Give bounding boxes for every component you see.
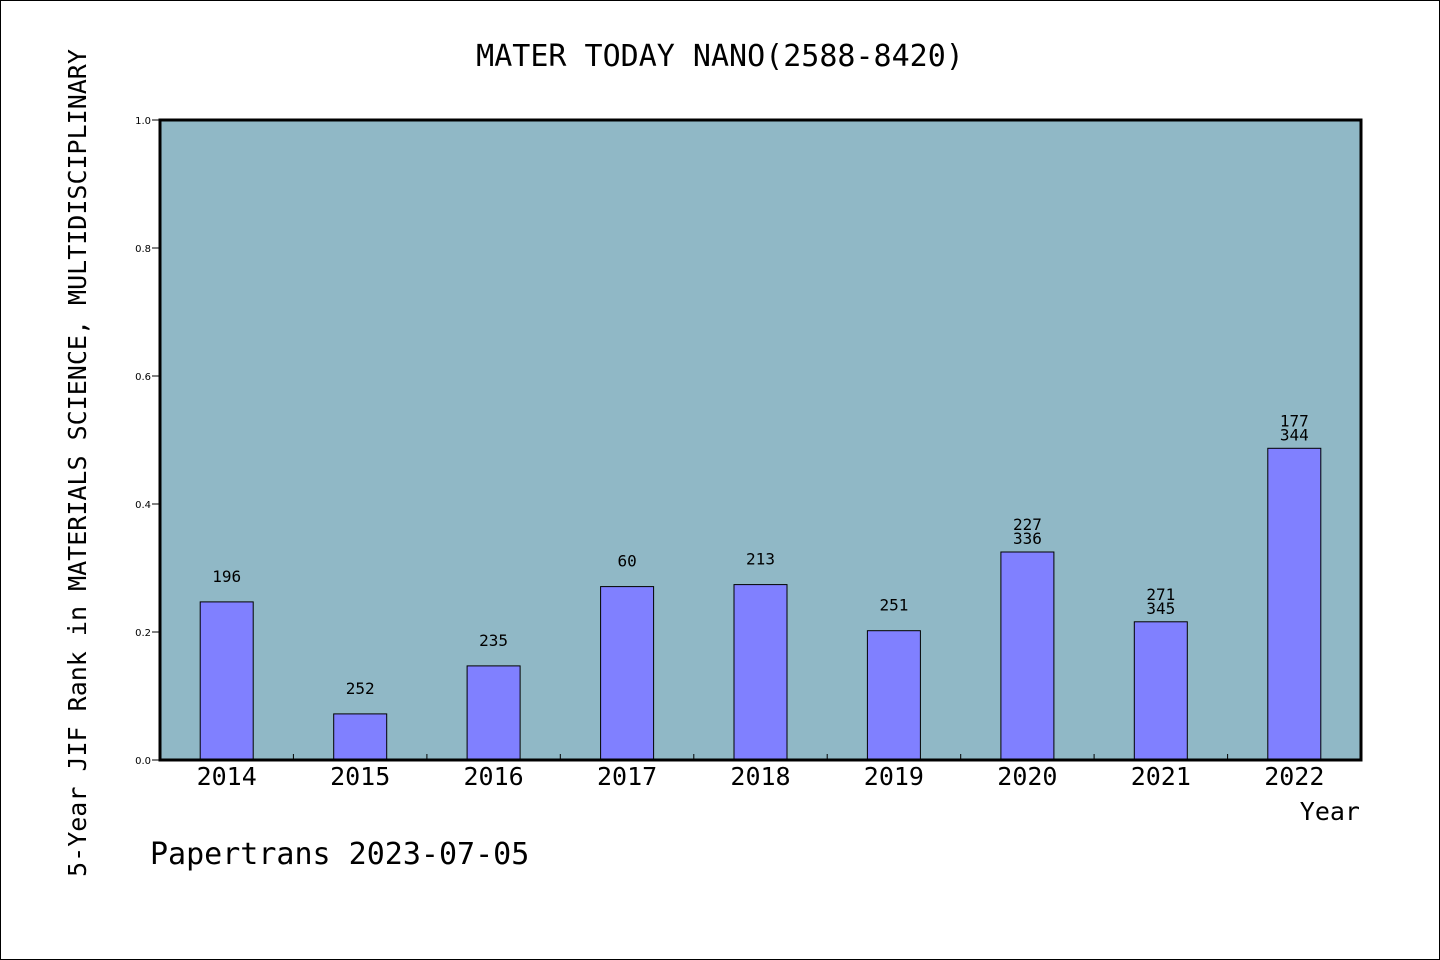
y-tick-label-0.8: 0.8 xyxy=(135,244,151,255)
y-tick-label-0.0: 0.0 xyxy=(135,756,151,767)
chart-title: MATER TODAY NANO(2588-8420) xyxy=(476,39,964,74)
bar-2019 xyxy=(866,630,921,761)
bar-2022 xyxy=(1267,447,1322,761)
x-axis: 2014 2015 2016 2017 2018 2019 2020 2021 2022 xyxy=(197,754,1324,791)
y-tick-label-0.4: 0.4 xyxy=(135,500,151,511)
bar-2015 xyxy=(333,713,388,761)
data-label-2021-2: 345 xyxy=(1146,599,1175,618)
data-label-2021-1: 271 xyxy=(1146,585,1175,604)
data-label-2018: 213 xyxy=(746,550,775,569)
plot-border xyxy=(158,118,1363,762)
bar-2021 xyxy=(1133,621,1188,761)
bar-2017 xyxy=(600,586,655,761)
x-tick-label-2019: 2019 xyxy=(864,762,924,791)
x-axis-label: Year xyxy=(1300,797,1360,826)
x-tick-label-2017: 2017 xyxy=(597,762,657,791)
data-label-2014: 196 xyxy=(212,567,241,586)
footer-credit: Papertrans 2023-07-05 xyxy=(150,837,529,872)
bar-2018 xyxy=(733,584,788,761)
x-tick-label-2022: 2022 xyxy=(1264,762,1324,791)
bar-2016 xyxy=(466,665,521,761)
data-label-2022-2: 344 xyxy=(1280,425,1309,444)
data-label-2020-1: 227 xyxy=(1013,515,1042,534)
data-label-2022-1: 177 xyxy=(1280,411,1309,430)
x-tick-label-2018: 2018 xyxy=(730,762,790,791)
y-axis: 0.0 0.2 0.4 0.6 0.8 1.0 xyxy=(135,116,160,767)
x-tick-label-2021: 2021 xyxy=(1131,762,1191,791)
bars-group xyxy=(199,447,1322,761)
x-tick-label-2015: 2015 xyxy=(330,762,390,791)
data-label-2015: 252 xyxy=(346,679,375,698)
y-tick-label-0.6: 0.6 xyxy=(135,372,151,383)
y-axis-label: 5-Year JIF Rank in MATERIALS SCIENCE, MU… xyxy=(63,49,92,877)
x-tick-label-2016: 2016 xyxy=(463,762,523,791)
bar-2014 xyxy=(199,601,254,761)
data-label-2020-2: 336 xyxy=(1013,529,1042,548)
x-tick-label-2020: 2020 xyxy=(997,762,1057,791)
y-tick-label-1.0: 1.0 xyxy=(135,116,151,127)
x-tick-label-2014: 2014 xyxy=(197,762,257,791)
data-label-2019: 251 xyxy=(879,596,908,615)
bar-2020 xyxy=(1000,551,1055,761)
y-tick-label-0.2: 0.2 xyxy=(135,628,151,639)
data-label-2016: 235 xyxy=(479,631,508,650)
data-label-2017: 60 xyxy=(617,552,636,571)
